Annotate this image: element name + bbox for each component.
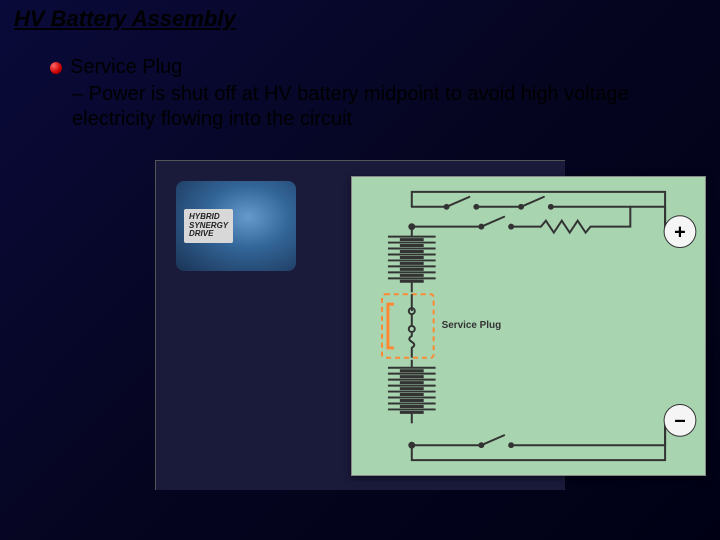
- bullet-label: Service Plug: [70, 56, 182, 79]
- circuit-diagram: Service Plug + −: [351, 176, 706, 476]
- slide-title: HV Battery Assembly: [14, 6, 236, 32]
- hsd-line3: DRIVE: [189, 229, 213, 238]
- circuit-svg: Service Plug + −: [352, 177, 705, 475]
- service-plug-label: Service Plug: [442, 320, 502, 331]
- bullet-icon: [50, 62, 62, 74]
- bullet-row: Service Plug: [50, 56, 182, 79]
- hsd-line1: HYBRID: [189, 212, 220, 221]
- battery-bottom-stack: [388, 360, 436, 424]
- service-plug-zone: Service Plug: [382, 294, 501, 358]
- svg-text:+: +: [674, 222, 686, 244]
- hsd-label: HYBRID SYNERGY DRIVE: [184, 209, 233, 243]
- battery-top-stack: [388, 229, 436, 293]
- hybrid-synergy-badge: HYBRID SYNERGY DRIVE: [176, 181, 296, 271]
- hsd-line2: SYNERGY: [189, 221, 228, 230]
- image-area: HYBRID SYNERGY DRIVE: [155, 160, 565, 490]
- plus-terminal: +: [664, 216, 696, 248]
- minus-terminal: −: [664, 404, 696, 436]
- sub-bullet-text: – Power is shut off at HV battery midpoi…: [72, 82, 690, 132]
- svg-text:−: −: [674, 410, 686, 432]
